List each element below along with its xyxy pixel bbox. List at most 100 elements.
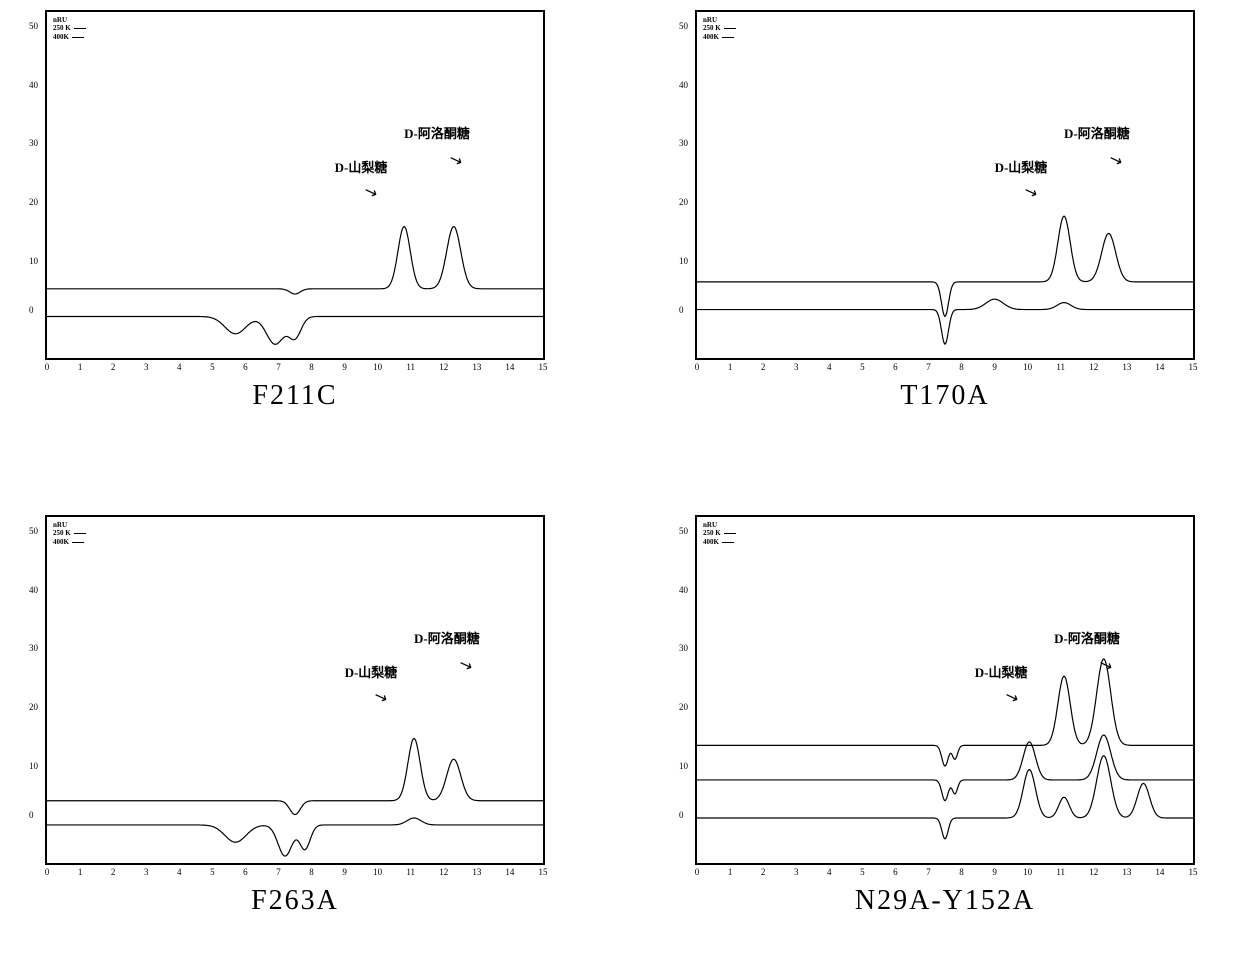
chart-f211c: nRU250 K400KD-山梨糖↘D-阿洛酮糖↘010203040500123… bbox=[45, 10, 545, 360]
xtick: 6 bbox=[893, 362, 898, 372]
ytick: 20 bbox=[29, 702, 38, 712]
label-sorbose: D-山梨糖 bbox=[345, 662, 398, 681]
label-sorbose: D-山梨糖 bbox=[995, 157, 1048, 176]
panel-n29a-y152a: nRU250 K400KD-山梨糖↘D-阿洛酮糖↘010203040500123… bbox=[670, 515, 1220, 960]
xtick: 10 bbox=[1023, 867, 1032, 877]
ytick: 40 bbox=[29, 80, 38, 90]
label-allulose: D-阿洛酮糖 bbox=[1054, 628, 1120, 647]
chart-n29a-y152a: nRU250 K400KD-山梨糖↘D-阿洛酮糖↘010203040500123… bbox=[695, 515, 1195, 865]
ytick: 30 bbox=[29, 138, 38, 148]
label-allulose: D-阿洛酮糖 bbox=[414, 628, 480, 647]
xtick: 6 bbox=[243, 867, 248, 877]
xtick: 7 bbox=[926, 362, 931, 372]
panel-t170a: nRU250 K400KD-山梨糖↘D-阿洛酮糖↘010203040500123… bbox=[670, 10, 1220, 455]
ytick: 20 bbox=[679, 197, 688, 207]
ytick: 10 bbox=[29, 256, 38, 266]
xtick: 11 bbox=[1056, 867, 1065, 877]
caption-n29a-y152a: N29A-Y152A bbox=[855, 885, 1035, 917]
chart-f263a: nRU250 K400KD-山梨糖↘D-阿洛酮糖↘010203040500123… bbox=[45, 515, 545, 865]
xtick: 2 bbox=[111, 867, 116, 877]
xtick: 3 bbox=[794, 362, 799, 372]
xtick: 4 bbox=[177, 362, 182, 372]
ytick: 30 bbox=[679, 643, 688, 653]
ytick: 0 bbox=[29, 810, 34, 820]
xtick: 6 bbox=[893, 867, 898, 877]
xtick: 4 bbox=[827, 867, 832, 877]
label-allulose: D-阿洛酮糖 bbox=[404, 123, 470, 142]
xtick: 9 bbox=[992, 362, 997, 372]
xtick: 15 bbox=[539, 867, 548, 877]
xtick: 11 bbox=[1056, 362, 1065, 372]
xtick: 2 bbox=[761, 362, 766, 372]
ytick: 0 bbox=[679, 810, 684, 820]
ytick: 50 bbox=[29, 21, 38, 31]
ytick: 40 bbox=[679, 585, 688, 595]
xtick: 0 bbox=[695, 867, 700, 877]
xtick: 5 bbox=[210, 362, 215, 372]
caption-t170a: T170A bbox=[900, 380, 989, 412]
xtick: 7 bbox=[276, 867, 281, 877]
caption-f211c: F211C bbox=[252, 380, 337, 412]
xtick: 7 bbox=[276, 362, 281, 372]
xtick: 14 bbox=[1155, 867, 1164, 877]
panel-f211c: nRU250 K400KD-山梨糖↘D-阿洛酮糖↘010203040500123… bbox=[20, 10, 570, 455]
xtick: 8 bbox=[959, 867, 964, 877]
figure-grid: nRU250 K400KD-山梨糖↘D-阿洛酮糖↘010203040500123… bbox=[0, 0, 1240, 980]
xtick: 1 bbox=[728, 362, 733, 372]
xtick: 2 bbox=[761, 867, 766, 877]
xtick: 2 bbox=[111, 362, 116, 372]
caption-f263a: F263A bbox=[251, 885, 339, 917]
corner-legend: nRU250 K400K bbox=[53, 521, 86, 546]
xtick: 5 bbox=[860, 867, 865, 877]
xtick: 1 bbox=[78, 867, 83, 877]
ytick: 10 bbox=[679, 761, 688, 771]
xtick: 8 bbox=[309, 362, 314, 372]
xtick: 1 bbox=[728, 867, 733, 877]
xtick: 14 bbox=[505, 867, 514, 877]
corner-legend: nRU250 K400K bbox=[53, 16, 86, 41]
ytick: 30 bbox=[679, 138, 688, 148]
xtick: 14 bbox=[1155, 362, 1164, 372]
xtick: 8 bbox=[309, 867, 314, 877]
xtick: 12 bbox=[1089, 867, 1098, 877]
xtick: 8 bbox=[959, 362, 964, 372]
chart-t170a: nRU250 K400KD-山梨糖↘D-阿洛酮糖↘010203040500123… bbox=[695, 10, 1195, 360]
xtick: 9 bbox=[342, 362, 347, 372]
panel-f263a: nRU250 K400KD-山梨糖↘D-阿洛酮糖↘010203040500123… bbox=[20, 515, 570, 960]
xtick: 7 bbox=[926, 867, 931, 877]
xtick: 10 bbox=[373, 362, 382, 372]
ytick: 10 bbox=[29, 761, 38, 771]
xtick: 13 bbox=[472, 867, 481, 877]
label-sorbose: D-山梨糖 bbox=[335, 157, 388, 176]
ytick: 50 bbox=[29, 526, 38, 536]
xtick: 13 bbox=[1122, 362, 1131, 372]
xtick: 11 bbox=[406, 362, 415, 372]
ytick: 0 bbox=[29, 305, 34, 315]
ytick: 40 bbox=[29, 585, 38, 595]
xtick: 1 bbox=[78, 362, 83, 372]
xtick: 15 bbox=[1189, 362, 1198, 372]
ytick: 0 bbox=[679, 305, 684, 315]
corner-legend: nRU250 K400K bbox=[703, 16, 736, 41]
xtick: 9 bbox=[342, 867, 347, 877]
xtick: 10 bbox=[373, 867, 382, 877]
xtick: 11 bbox=[406, 867, 415, 877]
ytick: 20 bbox=[679, 702, 688, 712]
ytick: 30 bbox=[29, 643, 38, 653]
ytick: 40 bbox=[679, 80, 688, 90]
xtick: 12 bbox=[1089, 362, 1098, 372]
xtick: 9 bbox=[992, 867, 997, 877]
xtick: 6 bbox=[243, 362, 248, 372]
corner-legend: nRU250 K400K bbox=[703, 521, 736, 546]
ytick: 10 bbox=[679, 256, 688, 266]
xtick: 0 bbox=[695, 362, 700, 372]
xtick: 0 bbox=[45, 867, 50, 877]
xtick: 13 bbox=[472, 362, 481, 372]
ytick: 20 bbox=[29, 197, 38, 207]
xtick: 12 bbox=[439, 867, 448, 877]
xtick: 5 bbox=[860, 362, 865, 372]
label-sorbose: D-山梨糖 bbox=[975, 662, 1028, 681]
ytick: 50 bbox=[679, 21, 688, 31]
xtick: 15 bbox=[1189, 867, 1198, 877]
xtick: 14 bbox=[505, 362, 514, 372]
